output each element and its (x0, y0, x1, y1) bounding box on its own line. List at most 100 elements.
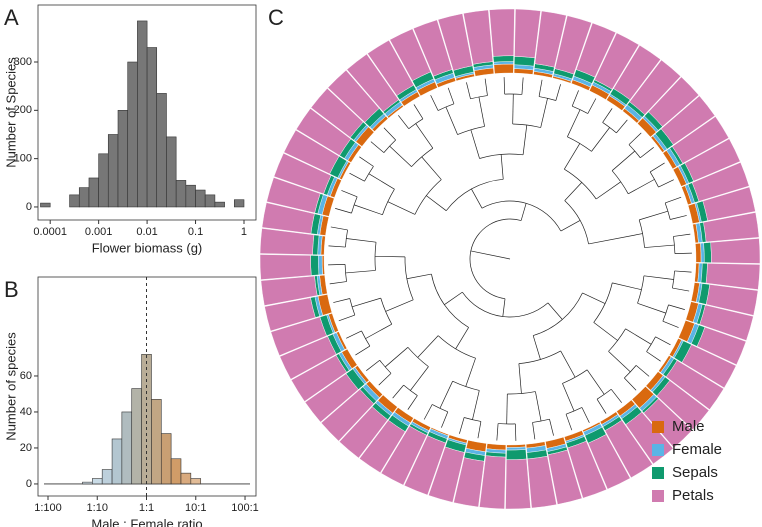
bar-segment (261, 202, 315, 234)
bar-segment (346, 53, 399, 113)
tree-branch (640, 147, 654, 159)
tree-branch (644, 244, 675, 248)
x-axis-title: Flower biomass (g) (92, 240, 203, 255)
bar-segment (514, 56, 536, 67)
tree-branch (385, 299, 414, 312)
bar-segment (684, 138, 741, 182)
tree-arc (611, 170, 629, 195)
bar (180, 472, 192, 485)
y-axis-title: Number of Species (3, 57, 18, 168)
tree-branch (610, 389, 622, 403)
bar-segment (695, 243, 702, 263)
bar-segment (643, 398, 693, 449)
tree-branch (447, 87, 455, 104)
x-tick-label: 1:100 (34, 502, 62, 514)
tree-branch (588, 233, 643, 245)
panel-label: C (268, 5, 284, 30)
tree-branch (668, 304, 685, 310)
tree-branch (335, 208, 352, 214)
bar-segment (705, 284, 759, 316)
tree-branch (595, 181, 621, 200)
bar-segment (327, 69, 380, 123)
x-tick-label: 10:1 (185, 502, 206, 514)
tree-branch (532, 335, 541, 360)
tree-branch (581, 407, 590, 423)
bar (88, 177, 99, 208)
tree-branch (413, 104, 424, 120)
bar-segment (613, 45, 661, 101)
bar-segment (506, 449, 527, 460)
tree-root (470, 250, 511, 260)
tree-branch (555, 84, 561, 101)
bar (92, 478, 103, 485)
tree-arc (646, 336, 656, 352)
legend-swatch (652, 421, 664, 433)
bar-segment (656, 380, 710, 430)
tree-branch (586, 369, 605, 395)
tree-branch (384, 347, 409, 368)
bar (107, 134, 119, 208)
bar-segment (463, 9, 494, 65)
bar-segment (699, 304, 754, 341)
tree-branch (582, 292, 606, 304)
tree-branch (359, 156, 374, 167)
tree-branch (354, 204, 383, 216)
tree-branch (538, 79, 543, 97)
tree-branch (591, 127, 610, 152)
tree-branch (415, 123, 434, 149)
tree-branch (518, 363, 522, 394)
bar-segment (389, 28, 431, 82)
tree-branch (670, 215, 687, 220)
tree-branch (439, 381, 453, 409)
tree-arc (364, 166, 374, 182)
tree-branch (444, 291, 463, 306)
bar (151, 399, 162, 485)
y-tick-label: 100 (14, 153, 32, 165)
bar-segment (266, 177, 321, 214)
tree-branch (426, 195, 447, 211)
bar-segment (489, 8, 515, 57)
bar-segment (339, 406, 388, 459)
tree-branch (445, 106, 458, 135)
x-tick-label: 1:1 (139, 502, 154, 514)
y-tick-label: 60 (20, 370, 32, 382)
tree-branch (535, 391, 542, 422)
tree-branch (387, 201, 416, 215)
tree-branch (628, 132, 642, 145)
tree-arc (374, 242, 377, 271)
tree-arc (404, 256, 414, 300)
tree-arc (572, 105, 588, 114)
legend-label: Petals (672, 487, 714, 504)
tree-branch (602, 108, 613, 123)
tree-branch (441, 411, 449, 428)
tree-branch (375, 255, 406, 258)
tree-branch (430, 95, 439, 111)
bar-segment (702, 186, 756, 221)
bar-segment (259, 228, 315, 255)
bar-segment (437, 13, 473, 71)
bar (131, 388, 142, 485)
tree-branch (596, 398, 607, 414)
tree-arc (593, 282, 613, 323)
bar-segment (493, 55, 514, 63)
tree-branch (674, 270, 692, 273)
bar (82, 481, 93, 485)
bar-segment (270, 316, 327, 356)
tree-branch (639, 210, 669, 221)
bar (69, 194, 80, 208)
tree-branch (637, 302, 666, 314)
bar-segment (703, 212, 760, 243)
tree-branch (365, 323, 392, 339)
bar-segment (318, 255, 323, 276)
bar-segment (260, 275, 318, 306)
bar (214, 201, 225, 208)
bar-segment (587, 434, 631, 490)
y-tick-label: 40 (20, 406, 32, 418)
tree-branch (345, 270, 376, 274)
bar (233, 199, 245, 208)
x-tick-label: 1 (241, 226, 247, 238)
tree-branch (646, 351, 661, 362)
tree-branch (417, 335, 439, 358)
bar-segment (259, 254, 312, 280)
tree-arc (403, 384, 418, 396)
